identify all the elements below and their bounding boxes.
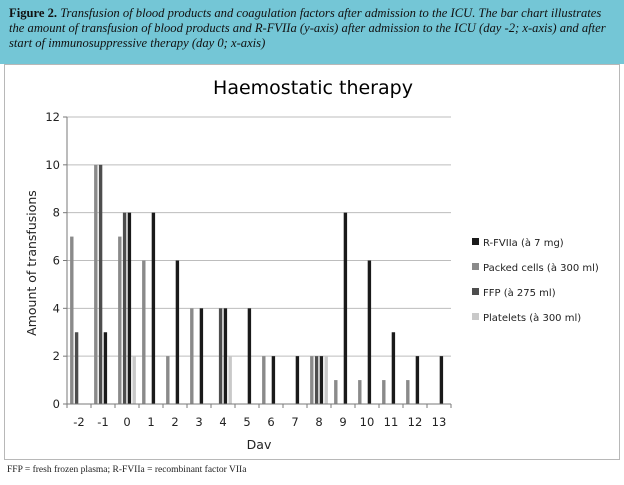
bar-ffp-day-4 (218, 308, 223, 404)
x-tick-label: 6 (267, 415, 274, 429)
bar-packed-day-2 (166, 356, 170, 404)
x-tick-label: 4 (219, 415, 226, 429)
bar-r-fviia-day-0 (127, 212, 132, 404)
bar-r-fviia-day-13 (439, 356, 444, 404)
x-tick-label: 7 (291, 415, 298, 429)
y-tick-label: 2 (53, 349, 60, 363)
bar-packed-day-1 (142, 260, 146, 404)
bar-platelets-day-8 (324, 356, 328, 404)
x-tick-label: 8 (315, 415, 322, 429)
bar-ffp-day-8 (314, 356, 319, 404)
y-tick-label: 4 (53, 301, 60, 315)
figure-label: Figure 2. (9, 6, 58, 20)
figure-caption: Figure 2. Transfusion of blood products … (0, 0, 624, 64)
y-tick-label: 10 (45, 158, 60, 172)
x-tick-label: 12 (408, 415, 423, 429)
bars (70, 164, 444, 404)
legend-label: Packed cells (à 300 ml) (483, 262, 599, 274)
bar-r-fviia-day-11 (391, 332, 396, 404)
bar-packed-day-0 (118, 236, 122, 404)
bar-packed-day-8 (310, 356, 314, 404)
bar-r-fviia-day-8 (319, 356, 324, 404)
y-tick-labels: 0 2 4 6 8 10 12 (45, 110, 60, 411)
bar-packed-day-6 (262, 356, 266, 404)
legend-swatch (472, 238, 479, 245)
x-tick-label: 3 (195, 415, 202, 429)
footnote: FFP = fresh frozen plasma; R-FVIIa = rec… (7, 465, 247, 475)
y-tick-label: 0 (53, 397, 60, 411)
x-tick-label: 0 (123, 415, 130, 429)
bar-packed-day-3 (190, 308, 194, 404)
legend: R-FVIIa (à 7 mg) Packed cells (à 300 ml) F… (472, 237, 599, 324)
bar-platelets-day-4 (228, 356, 232, 404)
chart-title: Haemostatic therapy (213, 77, 413, 99)
x-tick-label: 13 (432, 415, 447, 429)
bar-packed-day-12 (406, 380, 410, 404)
x-tick-labels: -2 -1 0 1 2 3 4 5 6 7 8 9 10 11 12 13 (73, 415, 446, 429)
x-tick-label: 10 (360, 415, 375, 429)
bar-packed-day-10 (358, 380, 362, 404)
x-tick-label: 2 (171, 415, 178, 429)
y-tick-label: 8 (53, 206, 60, 220)
y-axis-label: Amount of transfusions (24, 190, 39, 336)
bar-ffp-day--1 (98, 164, 103, 404)
bar-r-fviia-day-5 (247, 308, 252, 404)
bar-r-fviia-day--1 (103, 332, 108, 404)
bar-r-fviia-day-1 (151, 212, 156, 404)
y-tick-label: 6 (53, 254, 60, 268)
x-tick-label: 5 (243, 415, 250, 429)
x-tick-label: -1 (97, 415, 108, 429)
bar-packed-day--2 (70, 236, 74, 404)
chart-frame: Haemostatic therapy 0 2 4 6 8 10 12 -2 -1 0 1 2 3 4 5… (4, 64, 620, 460)
bar-ffp-day--2 (74, 332, 79, 404)
bar-r-fviia-day-7 (295, 356, 300, 404)
bar-r-fviia-day-2 (175, 260, 180, 404)
bar-packed-day-11 (382, 380, 386, 404)
bar-r-fviia-day-3 (199, 308, 204, 404)
bar-r-fviia-day-10 (367, 260, 372, 404)
legend-swatch (472, 313, 479, 320)
bar-packed-day--1 (94, 164, 98, 404)
bar-r-fviia-day-9 (343, 212, 348, 404)
x-axis-label: Dav (247, 437, 272, 452)
legend-label: Platelets (à 300 ml) (483, 312, 581, 324)
x-tick-label: 9 (339, 415, 346, 429)
bar-ffp-day-0 (122, 212, 127, 404)
legend-swatch (472, 263, 479, 270)
x-tick-label: -2 (73, 415, 84, 429)
legend-label: R-FVIIa (à 7 mg) (483, 237, 564, 249)
bar-r-fviia-day-4 (223, 308, 228, 404)
axes (63, 116, 452, 408)
bar-r-fviia-day-6 (271, 356, 276, 404)
bar-packed-day-9 (334, 380, 338, 404)
bar-platelets-day-0 (132, 356, 136, 404)
bar-r-fviia-day-12 (415, 356, 420, 404)
x-tick-label: 11 (384, 415, 399, 429)
figure-caption-text: Transfusion of blood products and coagul… (9, 6, 606, 50)
legend-label: FFP (à 275 ml) (483, 287, 556, 299)
x-tick-label: 1 (147, 415, 154, 429)
legend-swatch (472, 288, 479, 295)
y-tick-label: 12 (45, 110, 60, 124)
